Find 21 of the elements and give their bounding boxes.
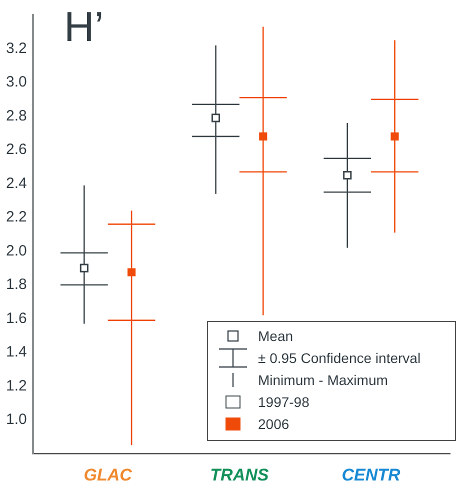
y-tick-label: 2.0 — [6, 242, 27, 260]
annotation: ± 0.95 Confidence interval — [258, 350, 421, 366]
legend-label: 2006 — [258, 416, 290, 432]
y-tick-label: 2.8 — [6, 107, 27, 124]
y-tick-label: 3.0 — [6, 74, 27, 91]
x-tick-label: TRANS — [210, 465, 270, 484]
x-tick-label: GLAC — [84, 465, 133, 484]
y-tick-label: 1.2 — [6, 377, 27, 394]
y-tick-label: 1.8 — [6, 276, 27, 294]
y-tick-label: 1.4 — [6, 344, 27, 361]
annotation: Mean — [258, 328, 294, 344]
y-tick-label: 2.2 — [6, 208, 27, 226]
chart-title: H’ — [64, 3, 104, 50]
y-tick-label: 1.6 — [6, 310, 27, 327]
y-tick-label: 2.4 — [6, 174, 27, 192]
annotation: Minimum - Maximum — [258, 372, 388, 388]
y-tick-label: 3.2 — [6, 40, 27, 57]
legend-label: 1997-98 — [258, 394, 310, 410]
x-tick-label: CENTR — [342, 465, 402, 484]
y-tick-label: 2.6 — [6, 141, 27, 158]
y-tick-label: 1.0 — [6, 411, 27, 428]
